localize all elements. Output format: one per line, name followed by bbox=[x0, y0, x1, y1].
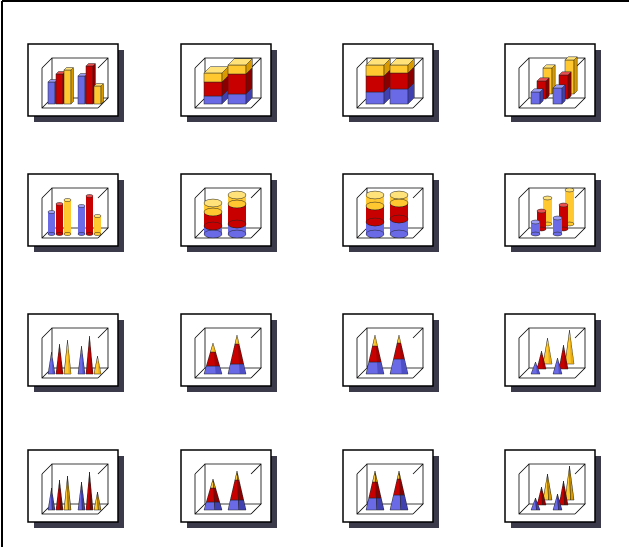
shape-side bbox=[574, 57, 577, 94]
chart-subtype-icon[interactable] bbox=[28, 314, 124, 392]
shape-top bbox=[366, 191, 384, 199]
shape-face bbox=[86, 196, 93, 234]
chart-subtype-icon[interactable] bbox=[181, 450, 277, 528]
chart-subtype-icon[interactable] bbox=[181, 314, 277, 392]
shape-rim bbox=[390, 230, 408, 238]
shape-top bbox=[565, 188, 574, 192]
shape-face bbox=[366, 92, 384, 104]
shape-rim bbox=[204, 208, 222, 216]
shape-face bbox=[56, 74, 63, 104]
shape-top bbox=[86, 194, 93, 197]
shape-rim bbox=[94, 232, 101, 235]
shape-face bbox=[64, 70, 71, 104]
shape-face bbox=[78, 76, 85, 104]
shape-rim bbox=[366, 202, 384, 210]
subtype-gallery bbox=[0, 0, 629, 547]
shape-top bbox=[48, 210, 55, 213]
chart-subtype-icon[interactable] bbox=[505, 44, 601, 122]
shape-face bbox=[228, 94, 246, 104]
shape-top bbox=[228, 191, 246, 199]
shape-rim bbox=[78, 232, 85, 235]
shape-rim bbox=[366, 230, 384, 238]
shape-top bbox=[94, 214, 101, 217]
icon-frame bbox=[505, 314, 595, 386]
shape-side bbox=[71, 68, 73, 104]
chart-subtype-icon[interactable] bbox=[343, 174, 439, 252]
shape-rim bbox=[56, 232, 63, 235]
chart-subtype-icon[interactable] bbox=[343, 450, 439, 528]
icon-frame bbox=[28, 174, 118, 246]
shape-face bbox=[64, 200, 71, 234]
chart-subtype-icon[interactable] bbox=[505, 450, 601, 528]
shape-rim bbox=[228, 200, 246, 208]
shape-rim bbox=[64, 232, 71, 235]
icon-frame bbox=[181, 314, 271, 386]
shape-face bbox=[228, 65, 246, 74]
shape-face bbox=[204, 73, 222, 82]
shape-face bbox=[553, 88, 562, 104]
page: (() => { const data = JSON.parse(documen… bbox=[0, 0, 629, 547]
chart-subtype-icon[interactable] bbox=[343, 314, 439, 392]
shape-face bbox=[390, 73, 408, 89]
shape-side bbox=[546, 78, 549, 99]
shape-face bbox=[48, 212, 55, 234]
chart-subtype-icon[interactable] bbox=[28, 450, 124, 528]
icon-frame bbox=[505, 450, 595, 522]
chart-subtype-icon[interactable] bbox=[28, 174, 124, 252]
icon-frame bbox=[343, 174, 433, 246]
shape-face bbox=[48, 82, 55, 104]
shape-rim bbox=[228, 230, 246, 238]
shape-face bbox=[531, 92, 540, 104]
shape-side bbox=[101, 84, 103, 104]
shape-face bbox=[94, 216, 101, 234]
shape-top bbox=[64, 198, 71, 201]
shape-face bbox=[366, 76, 384, 92]
shape-top bbox=[553, 216, 562, 220]
shape-face bbox=[56, 204, 63, 234]
shape-rim bbox=[48, 232, 55, 235]
shape-rim bbox=[86, 232, 93, 235]
shape-top bbox=[78, 204, 85, 207]
chart-subtype-icon[interactable] bbox=[505, 314, 601, 392]
chart-subtype-icon[interactable] bbox=[28, 44, 124, 122]
shape-face bbox=[94, 86, 101, 104]
shape-face bbox=[204, 96, 222, 104]
shape-rim bbox=[390, 199, 408, 207]
chart-subtype-icon[interactable] bbox=[181, 44, 277, 122]
shape-face bbox=[204, 82, 222, 96]
shape-face bbox=[86, 66, 93, 104]
icon-frame bbox=[343, 314, 433, 386]
icon-frame bbox=[181, 174, 271, 246]
icon-frame bbox=[343, 450, 433, 522]
chart-subtype-icon[interactable] bbox=[343, 44, 439, 122]
shape-rim bbox=[531, 232, 540, 236]
shape-face bbox=[553, 218, 562, 234]
shape-face bbox=[390, 89, 408, 104]
shape-top bbox=[543, 196, 552, 200]
shape-face bbox=[78, 206, 85, 234]
shape-face bbox=[228, 74, 246, 94]
shape-top bbox=[390, 191, 408, 199]
icon-frame bbox=[28, 314, 118, 386]
shape-face bbox=[366, 65, 384, 76]
shape-top bbox=[204, 199, 222, 207]
shape-rim bbox=[553, 232, 562, 236]
shape-rim bbox=[204, 230, 222, 238]
shape-top bbox=[531, 220, 540, 224]
chart-subtype-icon[interactable] bbox=[181, 174, 277, 252]
shape-top bbox=[537, 209, 546, 213]
shape-rim bbox=[390, 215, 408, 223]
chart-subtype-icon[interactable] bbox=[505, 174, 601, 252]
shape-top bbox=[559, 203, 568, 207]
icon-frame bbox=[28, 450, 118, 522]
shape-rim bbox=[204, 222, 222, 230]
shape-rim bbox=[228, 220, 246, 228]
shape-side bbox=[568, 72, 571, 99]
icon-frame bbox=[181, 450, 271, 522]
shape-face bbox=[390, 65, 408, 73]
shape-top bbox=[56, 202, 63, 205]
shape-rim bbox=[366, 218, 384, 226]
